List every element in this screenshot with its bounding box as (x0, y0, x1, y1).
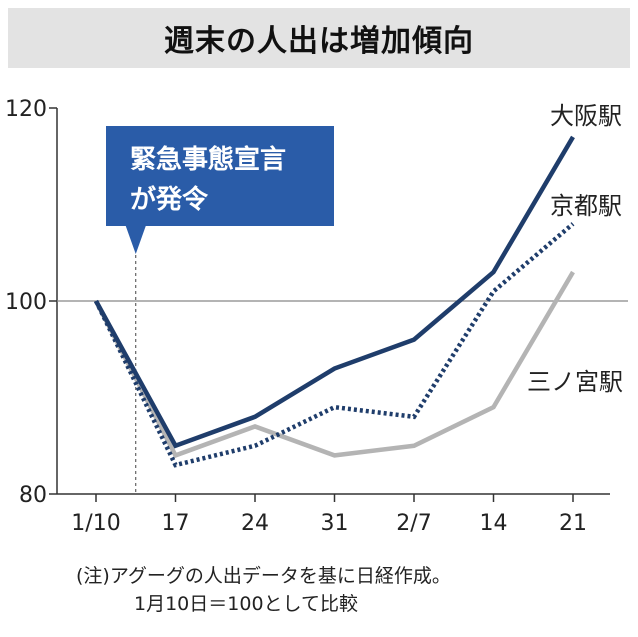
chart-note: (注)アグーグの人出データを基に日経作成。 1月10日＝100として比較 (76, 562, 616, 618)
x-tick-label: 17 (162, 511, 190, 536)
x-tick-label: 14 (480, 511, 508, 536)
series-label-sannomiya: 三ノ宮駅 (527, 368, 623, 396)
x-tick-label: 24 (241, 511, 269, 536)
x-tick-label: 31 (321, 511, 349, 536)
callout-text-line: が発令 (130, 184, 209, 215)
x-tick-label: 1/10 (71, 511, 120, 536)
y-tick-label: 80 (19, 483, 47, 508)
callout-box (106, 126, 334, 226)
x-tick-label: 21 (559, 511, 587, 536)
y-tick-label: 100 (5, 290, 47, 315)
note-line-2: 1月10日＝100として比較 (134, 593, 358, 615)
y-tick-label: 120 (5, 97, 47, 122)
series-line-kyoto (93, 222, 575, 468)
callout-text-line: 緊急事態宣言 (130, 144, 286, 175)
series-label-kyoto: 京都駅 (550, 192, 622, 220)
callout-pointer (125, 226, 146, 254)
chart-title: 週末の人出は増加傾向 (164, 24, 474, 59)
note-line-1: (注)アグーグの人出データを基に日経作成。 (76, 565, 451, 587)
series-line-sannomiya (93, 270, 575, 459)
series-line-osaka (94, 135, 575, 449)
title-bar: 週末の人出は増加傾向 (8, 8, 630, 68)
x-tick-label: 2/7 (396, 511, 431, 536)
series-label-osaka: 大阪駅 (550, 102, 622, 130)
